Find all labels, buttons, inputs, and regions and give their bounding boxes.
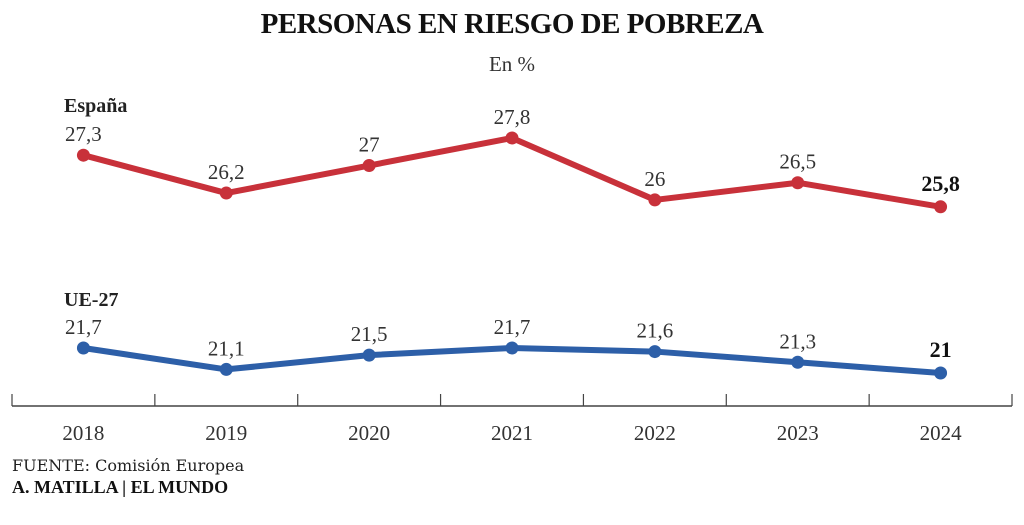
data-point bbox=[934, 200, 948, 214]
data-point bbox=[362, 348, 376, 362]
data-label: 21 bbox=[930, 337, 952, 362]
x-tick-label: 2024 bbox=[920, 421, 963, 445]
data-label: 26 bbox=[644, 167, 665, 191]
data-label: 26,2 bbox=[208, 160, 245, 184]
data-point bbox=[219, 362, 233, 376]
chart-subtitle: En % bbox=[488, 52, 536, 76]
x-tick-label: 2023 bbox=[777, 421, 819, 445]
series-name-label: UE-27 bbox=[64, 289, 118, 311]
data-label: 25,8 bbox=[921, 171, 960, 196]
x-axis: 2018 2019 2020 2021 2022 2023 2024 bbox=[11, 394, 1013, 445]
chart-title: PERSONAS EN RIESGO DE POBREZA bbox=[260, 8, 764, 40]
series-name-label: España bbox=[64, 95, 127, 117]
data-point bbox=[648, 193, 662, 207]
source-label: FUENTE: bbox=[12, 456, 91, 475]
data-label: 27,3 bbox=[65, 122, 102, 146]
x-tick-label: 2022 bbox=[634, 421, 676, 445]
data-label: 21,1 bbox=[208, 336, 245, 360]
data-point bbox=[76, 341, 90, 355]
data-label: 21,3 bbox=[779, 329, 816, 353]
data-point bbox=[76, 148, 90, 162]
data-label: 21,7 bbox=[65, 315, 102, 339]
data-point bbox=[505, 341, 519, 355]
data-point bbox=[791, 176, 805, 190]
data-point bbox=[362, 159, 376, 173]
data-point bbox=[934, 366, 948, 380]
x-tick-label: 2018 bbox=[62, 421, 104, 445]
data-point bbox=[791, 355, 805, 369]
data-label: 21,6 bbox=[636, 319, 673, 343]
credit: A. MATILLA | EL MUNDO bbox=[12, 477, 229, 497]
source-text: Comisión Europea bbox=[95, 456, 245, 475]
data-label: 27,8 bbox=[494, 105, 531, 129]
data-point bbox=[505, 131, 519, 145]
data-label: 26,5 bbox=[779, 150, 816, 174]
data-label: 21,7 bbox=[494, 315, 531, 339]
data-label: 21,5 bbox=[351, 322, 388, 346]
x-tick-label: 2021 bbox=[491, 421, 533, 445]
data-label: 27 bbox=[359, 133, 380, 157]
data-point bbox=[219, 186, 233, 200]
source-note: FUENTE: Comisión Europea bbox=[12, 457, 244, 475]
x-tick-label: 2019 bbox=[205, 421, 247, 445]
data-point bbox=[648, 345, 662, 359]
x-tick-label: 2020 bbox=[348, 421, 390, 445]
series-espana: España 27,3 26,2 27 27,8 26 26,5 25,8 bbox=[64, 95, 960, 214]
series-layer: España 27,3 26,2 27 27,8 26 26,5 25,8 UE-27 21,7 2… bbox=[64, 95, 960, 380]
series-ue27: UE-27 21,7 21,1 21,5 21,7 21,6 21,3 21 bbox=[64, 289, 952, 380]
